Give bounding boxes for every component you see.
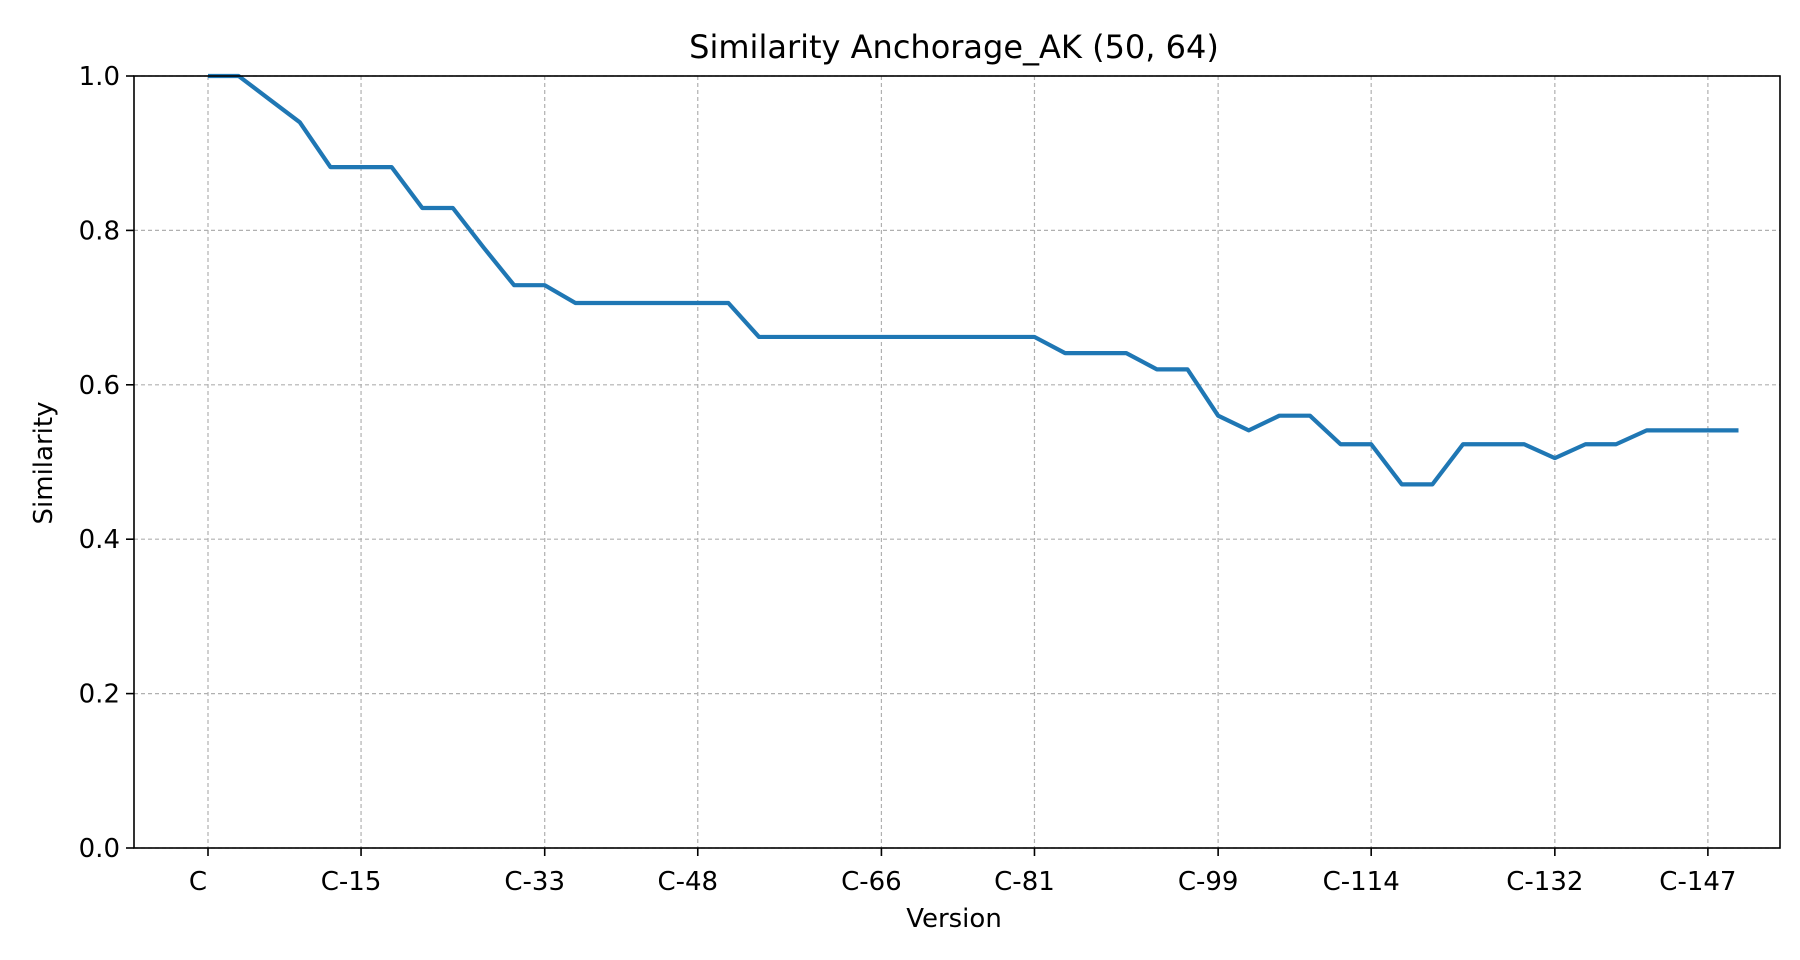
y-axis-label: Similarity <box>29 402 59 525</box>
y-tick-label: 0.0 <box>79 834 120 864</box>
x-tick-label: C-99 <box>1178 867 1239 897</box>
series-layer <box>208 73 1739 487</box>
x-tick-label: C-81 <box>994 867 1055 897</box>
plot-frame <box>133 75 1781 849</box>
x-tick-label: C-66 <box>841 867 902 897</box>
x-axis-ticks: C C-15 C-33 C-48 C-66 C-81 C-99 C-114 C-132 C-147 <box>189 848 1736 897</box>
x-axis-label: Version <box>906 904 1002 934</box>
x-tick-label: C-15 <box>321 867 382 897</box>
x-tick-label: C-33 <box>504 867 565 897</box>
x-tick-label: C-48 <box>657 867 718 897</box>
x-tick-label: C-114 <box>1323 867 1400 897</box>
y-tick-label: 0.2 <box>79 680 120 710</box>
y-tick-label: 0.6 <box>79 371 120 401</box>
y-tick-label: 0.8 <box>79 216 120 246</box>
grid-lines <box>134 75 1780 849</box>
x-tick-label: C <box>189 867 207 897</box>
y-tick-label: 1.0 <box>79 62 120 92</box>
series-line <box>208 73 1739 487</box>
chart-title: Similarity Anchorage_AK (50, 64) <box>689 28 1219 66</box>
y-tick-label: 0.4 <box>79 525 120 555</box>
y-axis-ticks: 0.0 0.2 0.4 0.6 0.8 1.0 <box>79 62 134 864</box>
x-tick-label: C-132 <box>1506 867 1583 897</box>
x-tick-label: C-147 <box>1659 867 1736 897</box>
